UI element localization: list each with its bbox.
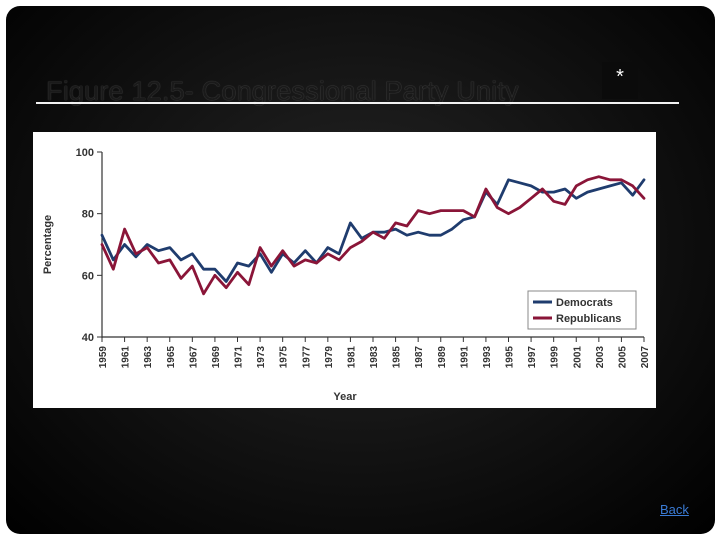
x-tick-label: 2001 — [572, 346, 583, 369]
x-tick-label: 1985 — [392, 346, 403, 369]
chart-legend: Democrats Republicans — [527, 290, 637, 330]
chart-axes: 40 60 80 100 1959 1961 1963 1965 1967 1969 1971 197… — [42, 147, 651, 403]
x-tick-label: 1977 — [301, 346, 312, 369]
series-line-democrats — [100, 178, 646, 283]
legend-box — [527, 290, 637, 330]
x-tick-label: 1965 — [166, 346, 177, 369]
x-tick-label: 1989 — [437, 346, 448, 369]
party-unity-chart: 40 60 80 100 1959 1961 1963 1965 1967 1969 1971 197… — [42, 147, 651, 403]
y-tick-label: 100 — [76, 147, 94, 159]
star-marker: * — [602, 62, 638, 99]
slide-title: Figure 12.5- Congressional Party Unity — [46, 76, 519, 106]
x-tick-label: 1971 — [234, 346, 245, 369]
x-tick-label: 1981 — [346, 346, 357, 369]
x-tick-label: 1973 — [256, 346, 267, 369]
back-link[interactable]: Back — [660, 502, 689, 517]
x-tick-label: 1983 — [369, 346, 380, 369]
x-tick-label: 2005 — [617, 346, 628, 369]
x-tick-label: 1987 — [414, 346, 425, 369]
legend-label-republicans: Republicans — [556, 313, 621, 325]
y-tick-label: 60 — [82, 270, 94, 282]
x-axis-title: Year — [333, 391, 357, 403]
x-tick-label: 1999 — [550, 346, 561, 369]
y-tick-label: 80 — [82, 209, 94, 221]
x-tick-label: 2003 — [595, 346, 606, 369]
x-tick-label: 1969 — [211, 346, 222, 369]
x-tick-label: 1967 — [188, 346, 199, 369]
x-tick-label: 1975 — [279, 346, 290, 369]
x-tick-label: 1991 — [459, 346, 470, 369]
x-tick-label: 2007 — [640, 346, 651, 369]
y-tick-label: 40 — [82, 332, 94, 344]
x-tick-label: 1995 — [505, 346, 516, 369]
x-tick-label: 1959 — [98, 346, 109, 369]
chart-lines — [100, 175, 646, 296]
x-tick-label: 1961 — [121, 346, 132, 369]
y-axis-title: Percentage — [42, 215, 54, 274]
x-tick-label: 1993 — [482, 346, 493, 369]
legend-label-democrats: Democrats — [556, 297, 613, 309]
series-line-republicans — [100, 175, 646, 296]
title-underline — [36, 102, 679, 104]
x-tick-label: 1997 — [527, 346, 538, 369]
chart-panel: 40 60 80 100 1959 1961 1963 1965 1967 1969 1971 197… — [33, 132, 656, 408]
slide-background: Figure 12.5- Congressional Party Unity *… — [6, 6, 715, 534]
x-tick-label: 1979 — [324, 346, 335, 369]
x-tick-label: 1963 — [143, 346, 154, 369]
